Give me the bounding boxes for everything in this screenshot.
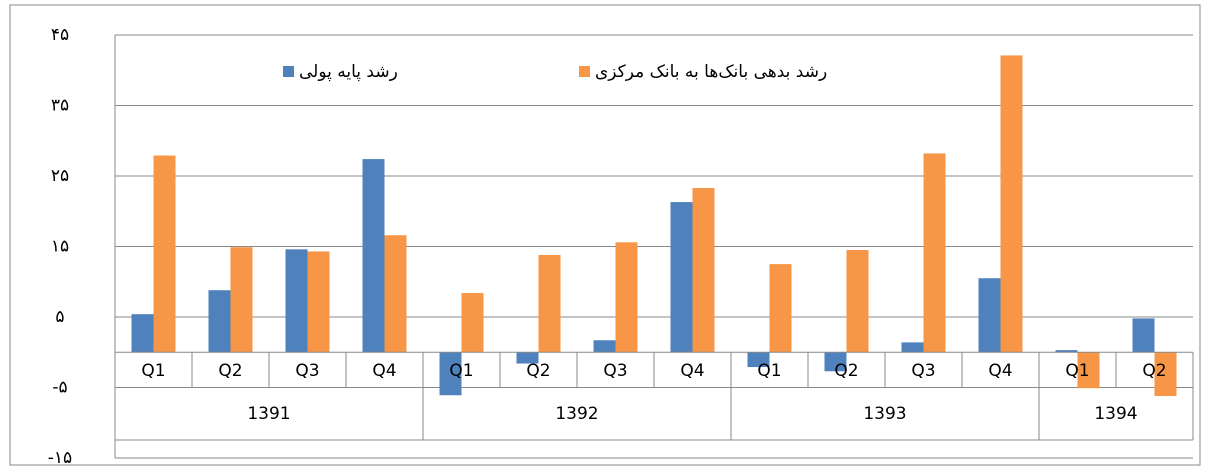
bar bbox=[384, 235, 407, 353]
group-label: 1393 bbox=[863, 404, 906, 424]
bar bbox=[208, 290, 231, 353]
chart-frame bbox=[9, 4, 1201, 466]
bar bbox=[923, 153, 946, 353]
x-tick-label: Q1 bbox=[1065, 361, 1089, 381]
y-tick-label: -۱۵ bbox=[48, 448, 72, 468]
x-tick-label: Q3 bbox=[911, 361, 935, 381]
bar bbox=[1077, 352, 1100, 389]
bar bbox=[285, 249, 308, 353]
x-tick-label: Q1 bbox=[757, 361, 781, 381]
bar bbox=[1154, 352, 1177, 396]
bar bbox=[692, 187, 715, 353]
x-tick-label: Q2 bbox=[834, 361, 858, 381]
bar bbox=[538, 254, 561, 353]
bar bbox=[901, 342, 924, 353]
bar bbox=[439, 352, 462, 396]
bar bbox=[1000, 55, 1023, 353]
bar bbox=[769, 264, 792, 353]
bar bbox=[1132, 318, 1155, 353]
x-tick-label: Q3 bbox=[295, 361, 319, 381]
bar bbox=[615, 242, 638, 353]
bar bbox=[747, 352, 770, 368]
legend-swatch bbox=[283, 66, 294, 77]
bar bbox=[670, 202, 693, 353]
y-tick-label: ۳۵ bbox=[51, 96, 69, 116]
legend-swatch bbox=[579, 66, 590, 77]
bar bbox=[230, 247, 253, 353]
bar bbox=[153, 155, 176, 353]
y-tick-label: ۵ bbox=[55, 307, 64, 327]
x-tick-label: Q4 bbox=[988, 361, 1012, 381]
bar bbox=[824, 352, 847, 372]
x-tick-label: Q2 bbox=[526, 361, 550, 381]
x-tick-label: Q2 bbox=[218, 361, 242, 381]
bar bbox=[1055, 350, 1078, 353]
x-tick-label: Q2 bbox=[1142, 361, 1166, 381]
group-label: 1394 bbox=[1094, 404, 1137, 424]
x-tick-label: Q4 bbox=[372, 361, 396, 381]
legend-label: رشد پایه پولی bbox=[299, 62, 398, 82]
bar bbox=[593, 340, 616, 353]
x-tick-label: Q4 bbox=[680, 361, 704, 381]
x-tick-label: Q1 bbox=[141, 361, 165, 381]
bar bbox=[131, 314, 154, 353]
y-tick-label: ۲۵ bbox=[51, 166, 69, 186]
y-tick-label: ۴۵ bbox=[51, 25, 69, 45]
bar bbox=[461, 293, 484, 353]
bar bbox=[362, 159, 385, 353]
y-tick-label: ۱۵ bbox=[51, 237, 69, 257]
group-label: 1392 bbox=[555, 404, 598, 424]
legend-label: رشد بدهی بانک‌ها به بانک مرکزی bbox=[595, 62, 827, 82]
bar bbox=[307, 251, 330, 353]
y-tick-label: -۵ bbox=[52, 378, 67, 398]
bar bbox=[846, 250, 869, 353]
bar bbox=[978, 278, 1001, 353]
bar bbox=[516, 352, 539, 364]
x-tick-label: Q1 bbox=[449, 361, 473, 381]
x-tick-label: Q3 bbox=[603, 361, 627, 381]
group-label: 1391 bbox=[247, 404, 290, 424]
